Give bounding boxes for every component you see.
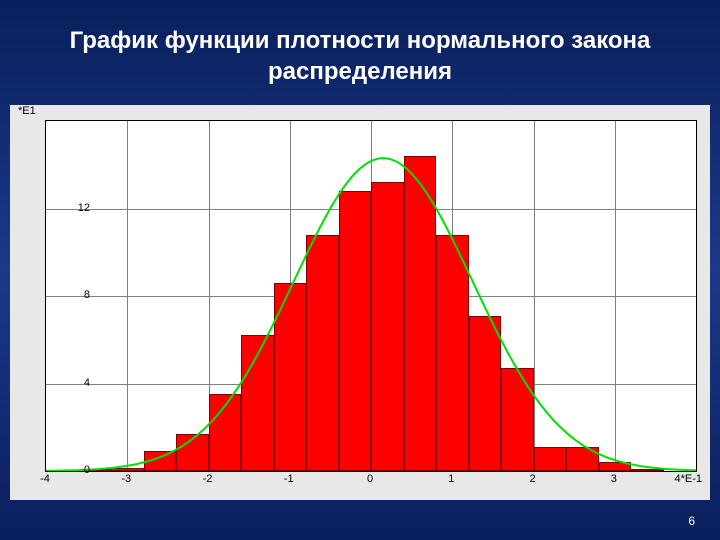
histogram-bar xyxy=(241,335,274,471)
y-axis-exponent: *E1 xyxy=(18,105,36,117)
x-tick-label: -3 xyxy=(121,473,131,485)
histogram-bar xyxy=(631,469,664,471)
y-tick-label: 12 xyxy=(78,202,90,214)
histogram-bar xyxy=(469,316,502,471)
histogram-bar xyxy=(111,468,144,471)
histogram-bar xyxy=(371,182,404,471)
histogram-bar xyxy=(534,447,567,471)
histogram-bar xyxy=(274,283,307,471)
histogram-bar xyxy=(404,156,437,471)
y-tick-label: 0 xyxy=(84,464,90,476)
plot-area xyxy=(45,120,697,472)
y-tick-label: 8 xyxy=(84,289,90,301)
y-tick-label: 4 xyxy=(84,377,90,389)
histogram-bar xyxy=(566,447,599,471)
histogram-bar xyxy=(501,368,534,471)
histogram-bar xyxy=(209,394,242,471)
histogram-bar xyxy=(436,235,469,471)
x-axis-exponent: 4*E-1 xyxy=(674,473,702,485)
x-tick-label: -4 xyxy=(40,473,50,485)
histogram-bar xyxy=(339,191,372,471)
histogram-bar xyxy=(144,451,177,471)
x-tick-label: 3 xyxy=(611,473,617,485)
x-tick-label: -2 xyxy=(203,473,213,485)
x-tick-label: -1 xyxy=(284,473,294,485)
x-tick-label: 1 xyxy=(448,473,454,485)
histogram-bar xyxy=(599,462,632,471)
slide-title: График функции плотности нормального зак… xyxy=(0,0,720,97)
slide-number: 6 xyxy=(688,514,695,528)
histogram-bar xyxy=(306,235,339,471)
histogram-bar xyxy=(176,434,209,471)
chart-container: *E1 04812 -4-3-2-10123 4*E-1 xyxy=(10,105,710,500)
x-tick-label: 2 xyxy=(529,473,535,485)
x-tick-label: 0 xyxy=(367,473,373,485)
slide: График функции плотности нормального зак… xyxy=(0,0,720,540)
